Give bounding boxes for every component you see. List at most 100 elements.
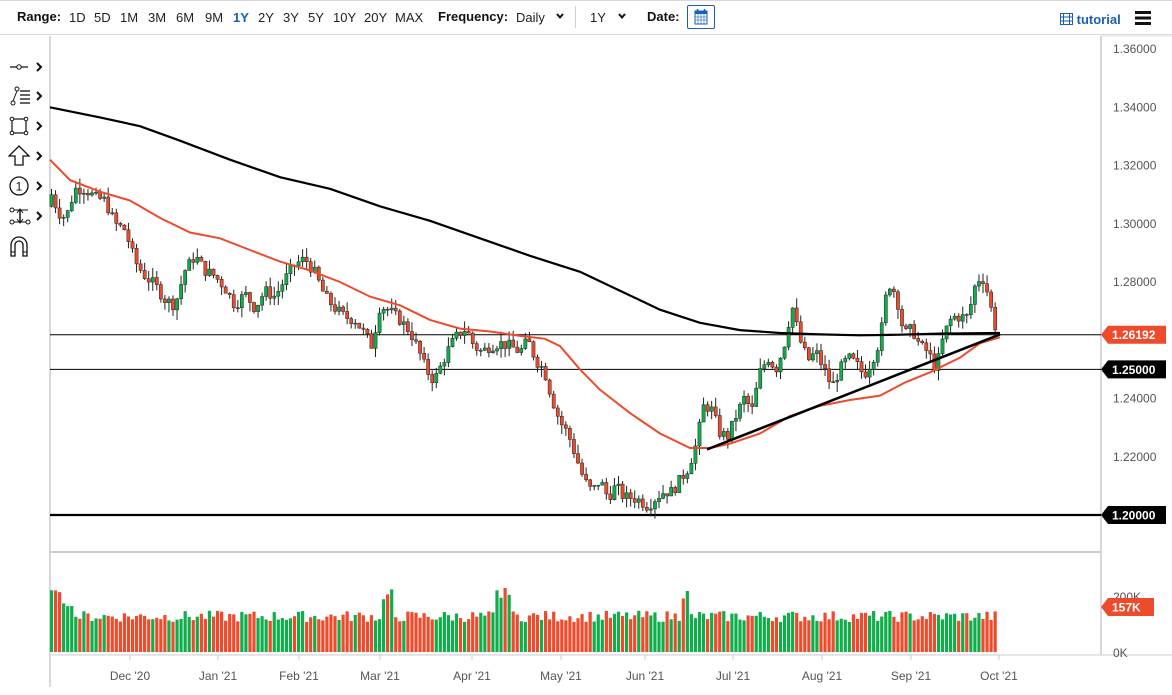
candle-body xyxy=(932,353,937,371)
volume-bar xyxy=(483,615,487,652)
volume-bar xyxy=(495,590,499,652)
candle-body xyxy=(867,369,872,378)
film-icon xyxy=(1060,13,1073,25)
volume-bar xyxy=(868,615,872,652)
volume-bar xyxy=(86,613,90,652)
range-6m[interactable]: 6M xyxy=(176,10,195,25)
candle-body xyxy=(49,194,54,207)
y-tick-label: 1.24000 xyxy=(1113,392,1157,406)
candle-body xyxy=(746,395,750,405)
range-20y[interactable]: 20Y xyxy=(364,10,388,25)
candle-body xyxy=(649,508,653,511)
volume-bar xyxy=(507,594,511,652)
candle-body xyxy=(450,338,455,347)
period-value[interactable]: 1Y xyxy=(590,10,606,25)
candle-body xyxy=(620,483,625,499)
candle-body xyxy=(106,196,111,214)
range-1m[interactable]: 1M xyxy=(120,10,139,25)
candle-body xyxy=(219,279,224,288)
volume-bar xyxy=(244,614,248,652)
candle-body xyxy=(146,278,151,283)
hamburger-icon[interactable] xyxy=(1135,11,1151,25)
volume-bar xyxy=(596,614,600,652)
volume-bar xyxy=(758,611,762,652)
candle-body xyxy=(434,373,439,384)
candle-body xyxy=(693,445,698,464)
volume-bar xyxy=(633,615,637,652)
range-1d[interactable]: 1D xyxy=(69,10,86,25)
x-tick-label: Aug '21 xyxy=(802,669,843,683)
volume-bar xyxy=(499,597,503,652)
volume-bar xyxy=(718,611,722,652)
volume-bar xyxy=(734,613,738,652)
magnet-tool-button[interactable] xyxy=(8,234,48,258)
candle-body xyxy=(827,368,831,382)
volume-bar xyxy=(649,615,653,652)
horizontal-levels xyxy=(50,334,1101,517)
level-tag-120-text: 1.20000 xyxy=(1112,509,1156,523)
range-3y[interactable]: 3Y xyxy=(283,10,299,25)
range-2y[interactable]: 2Y xyxy=(258,10,274,25)
candle-body xyxy=(713,406,718,416)
arrow-tool-button[interactable] xyxy=(7,144,48,168)
range-max[interactable]: MAX xyxy=(395,10,424,25)
volume-bar xyxy=(762,616,766,652)
candle-body xyxy=(466,331,471,334)
volume-bar xyxy=(973,617,977,652)
candle-body xyxy=(964,314,969,316)
volume-bar xyxy=(333,616,337,652)
volume-bar xyxy=(977,613,981,652)
volume-bar xyxy=(949,614,953,652)
fibonacci-tool-button[interactable] xyxy=(8,84,48,108)
range-5y[interactable]: 5Y xyxy=(308,10,324,25)
tutorial-link[interactable]: tutorial xyxy=(1060,12,1121,27)
volume-bar xyxy=(252,611,256,652)
candle-body xyxy=(636,498,641,503)
candle-body xyxy=(195,257,200,263)
svg-text:1: 1 xyxy=(16,180,23,194)
candle-body xyxy=(142,270,147,279)
volume-bar xyxy=(325,616,329,652)
volume-bar xyxy=(220,611,224,652)
range-9m[interactable]: 9M xyxy=(205,10,224,25)
candle-body xyxy=(584,474,588,481)
chevron-down-icon[interactable] xyxy=(618,12,626,20)
frequency-value[interactable]: Daily xyxy=(516,10,545,25)
range-1y[interactable]: 1Y xyxy=(233,10,249,25)
volume-bar xyxy=(414,612,418,652)
candle-body xyxy=(337,306,341,312)
range-10y[interactable]: 10Y xyxy=(333,10,357,25)
volume-bar xyxy=(341,614,345,652)
candle-body xyxy=(458,331,463,336)
volume-bar xyxy=(442,612,446,652)
candle-body xyxy=(977,281,981,287)
volume-bar xyxy=(787,612,791,652)
number-marker-tool-button[interactable]: 1 xyxy=(8,174,48,198)
candle-body xyxy=(345,311,349,319)
tutorial-label[interactable]: tutorial xyxy=(1076,12,1121,27)
candle-body xyxy=(252,302,256,312)
date-picker-button[interactable] xyxy=(687,5,715,29)
volume-bar xyxy=(147,619,151,652)
candle-body xyxy=(179,284,183,300)
candle-body xyxy=(523,338,528,349)
volume-bar xyxy=(722,611,726,652)
rectangle-tool-button[interactable] xyxy=(8,114,48,138)
range-3m[interactable]: 3M xyxy=(148,10,167,25)
volume-bar xyxy=(746,615,750,652)
volume-bar xyxy=(155,617,159,652)
candle-body xyxy=(863,371,868,378)
candle-body xyxy=(361,327,366,330)
volume-bar xyxy=(791,611,795,652)
candle-body xyxy=(628,492,633,499)
candle-body xyxy=(442,362,447,367)
measure-tool-button[interactable] xyxy=(8,204,48,228)
candle-body xyxy=(65,210,70,218)
range-5d[interactable]: 5D xyxy=(94,10,111,25)
volume-bar xyxy=(264,619,268,652)
chevron-down-icon[interactable] xyxy=(556,12,564,20)
candle-body xyxy=(831,381,835,383)
candle-body xyxy=(555,407,560,417)
candle-body xyxy=(596,484,601,487)
line-tool-button[interactable] xyxy=(8,55,48,79)
